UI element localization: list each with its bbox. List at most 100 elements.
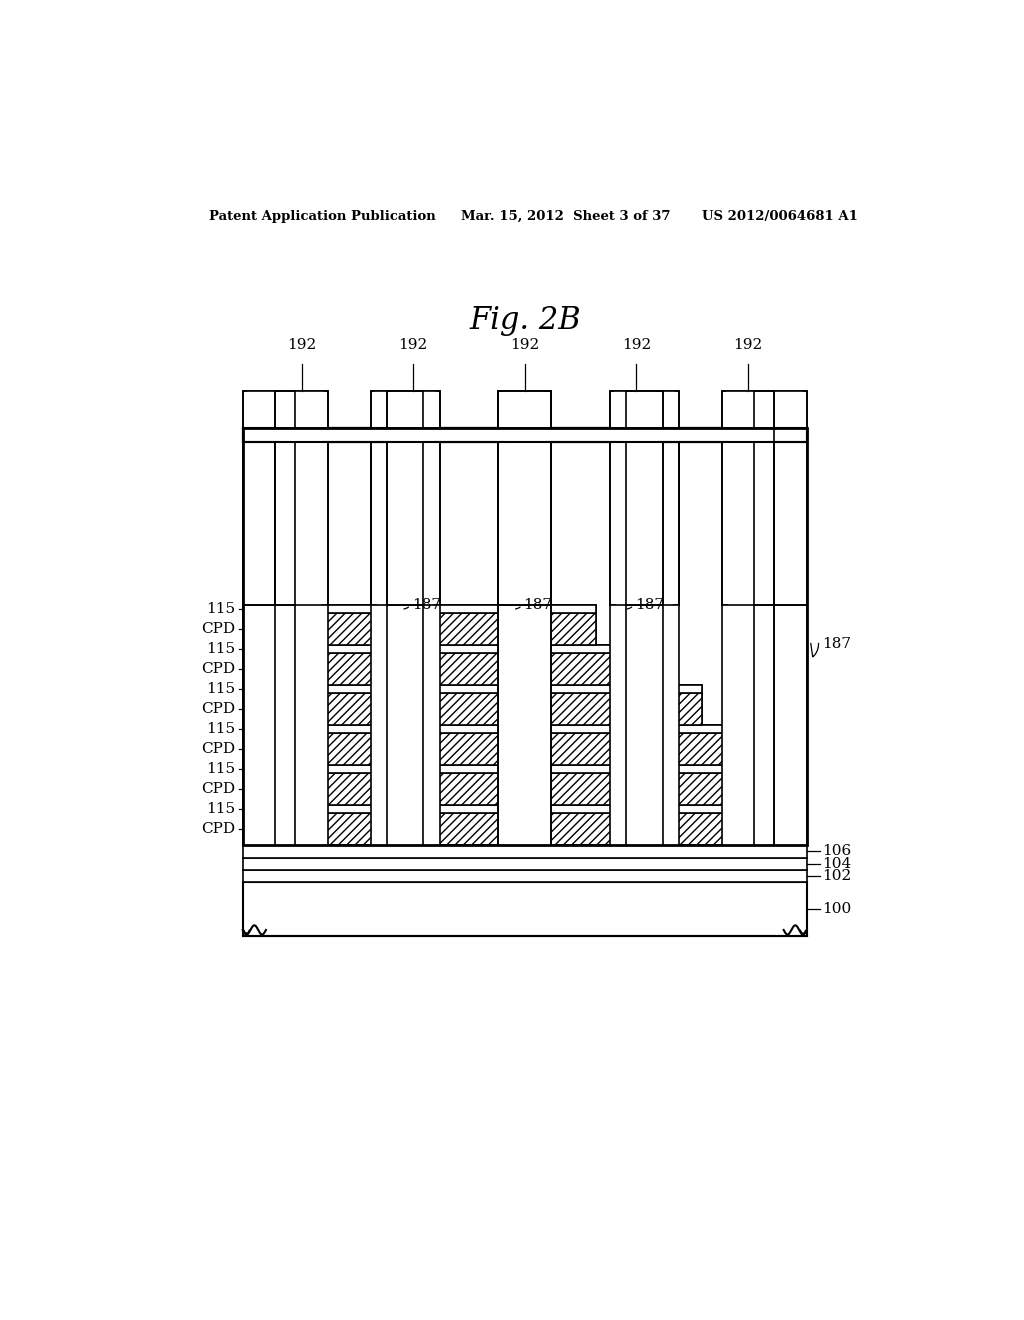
Bar: [499, 442, 551, 605]
Bar: [243, 766, 807, 774]
Bar: [243, 391, 295, 428]
Text: 192: 192: [622, 338, 651, 352]
Text: 106: 106: [822, 845, 852, 858]
Bar: [371, 391, 423, 428]
Bar: [371, 442, 423, 656]
Bar: [505, 442, 545, 605]
Bar: [243, 428, 807, 442]
Bar: [499, 442, 551, 605]
Bar: [243, 653, 649, 685]
Bar: [243, 725, 755, 733]
Bar: [722, 442, 774, 605]
Bar: [387, 605, 439, 845]
Bar: [243, 442, 295, 605]
Bar: [761, 428, 801, 442]
Bar: [243, 725, 755, 733]
Bar: [377, 442, 417, 605]
Bar: [247, 391, 292, 428]
Bar: [755, 605, 807, 845]
Bar: [275, 391, 328, 428]
Bar: [249, 428, 289, 442]
Text: 192: 192: [733, 338, 763, 352]
Bar: [243, 612, 596, 645]
Bar: [755, 391, 807, 428]
Bar: [371, 442, 423, 605]
Bar: [755, 442, 807, 656]
Bar: [755, 442, 807, 605]
Bar: [243, 858, 807, 870]
Bar: [243, 428, 275, 605]
Bar: [630, 391, 675, 428]
Bar: [243, 428, 807, 845]
Bar: [505, 442, 545, 605]
Bar: [610, 391, 663, 428]
Text: 187: 187: [412, 598, 441, 612]
Bar: [761, 442, 801, 605]
Bar: [758, 391, 803, 428]
Bar: [243, 693, 701, 725]
Bar: [610, 605, 663, 845]
Bar: [243, 693, 701, 725]
Bar: [243, 612, 596, 645]
Text: 187: 187: [635, 598, 665, 612]
Bar: [780, 428, 807, 605]
Text: US 2012/0064681 A1: US 2012/0064681 A1: [701, 210, 857, 223]
Bar: [280, 391, 324, 428]
Bar: [243, 442, 295, 605]
Bar: [499, 605, 551, 845]
Bar: [633, 428, 673, 442]
Bar: [243, 733, 755, 766]
Bar: [726, 391, 770, 428]
Bar: [499, 442, 551, 656]
Text: CPD: CPD: [201, 742, 234, 756]
Text: 192: 192: [398, 338, 428, 352]
Bar: [243, 442, 295, 656]
Bar: [728, 428, 768, 442]
Text: 192: 192: [287, 338, 316, 352]
Bar: [627, 442, 679, 605]
Bar: [393, 428, 433, 442]
Bar: [243, 605, 295, 845]
Bar: [243, 774, 807, 805]
Bar: [243, 428, 807, 442]
Bar: [627, 605, 679, 845]
Bar: [243, 645, 649, 653]
Bar: [282, 428, 322, 442]
Bar: [282, 442, 322, 605]
Bar: [499, 442, 551, 605]
Bar: [614, 391, 658, 428]
Bar: [375, 391, 420, 428]
Bar: [722, 391, 774, 428]
Text: Fig. 2B: Fig. 2B: [469, 305, 581, 335]
Bar: [774, 428, 807, 605]
Bar: [499, 391, 551, 428]
Bar: [610, 442, 663, 605]
Bar: [393, 442, 433, 605]
Text: 187: 187: [822, 636, 851, 651]
Bar: [503, 391, 547, 428]
Bar: [616, 428, 656, 442]
Bar: [610, 442, 663, 605]
Bar: [503, 391, 547, 428]
Bar: [275, 605, 328, 845]
Bar: [499, 391, 551, 428]
Bar: [243, 882, 807, 936]
Bar: [627, 442, 679, 656]
Bar: [243, 391, 295, 428]
Text: 192: 192: [510, 338, 540, 352]
Bar: [243, 813, 807, 845]
Bar: [499, 391, 551, 428]
Bar: [243, 653, 649, 685]
Text: CPD: CPD: [201, 702, 234, 715]
Bar: [243, 805, 807, 813]
Bar: [243, 870, 807, 882]
Bar: [755, 442, 807, 605]
Bar: [243, 645, 649, 653]
Bar: [243, 605, 596, 612]
Text: Mar. 15, 2012  Sheet 3 of 37: Mar. 15, 2012 Sheet 3 of 37: [461, 210, 671, 223]
Bar: [371, 442, 423, 605]
Bar: [505, 428, 545, 442]
Bar: [633, 442, 673, 605]
Bar: [755, 391, 807, 428]
Bar: [243, 805, 807, 813]
